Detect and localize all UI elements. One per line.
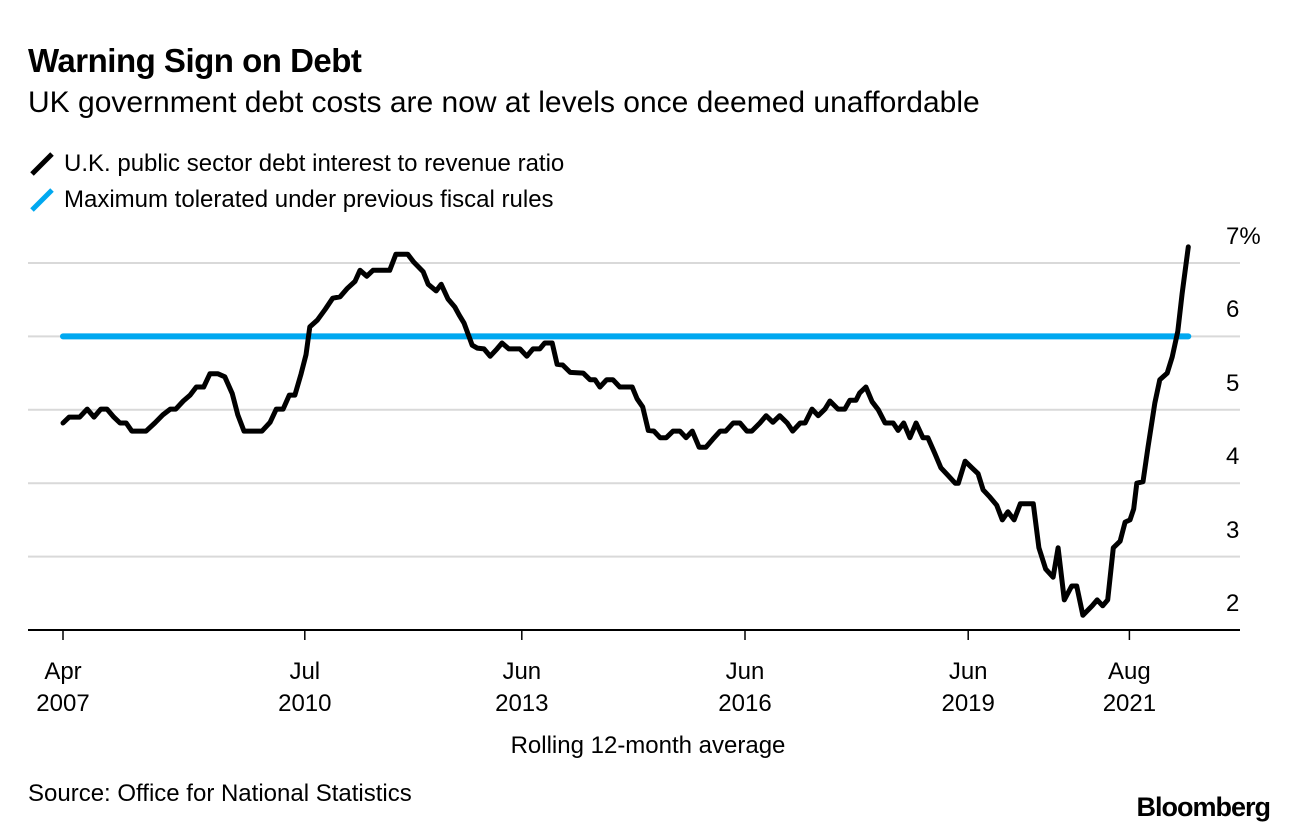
x-tick-year: 2007: [36, 690, 90, 717]
diagonal-line-icon: [30, 152, 54, 176]
source-note: Source: Office for National Statistics: [28, 780, 412, 807]
x-tick-year: 2013: [495, 690, 549, 717]
chart-subtitle: UK government debt costs are now at leve…: [28, 86, 980, 119]
legend: U.K. public sector debt interest to reve…: [28, 146, 564, 218]
x-tick-label: Jul 2010: [245, 656, 365, 720]
series-layer: [60, 244, 1192, 618]
x-tick-month: Jul: [289, 658, 321, 685]
y-tick-label: 6: [1226, 296, 1240, 324]
gridlines: [28, 262, 1240, 558]
x-tick-month: Jun: [725, 658, 765, 685]
x-tick-label: Jun 2019: [908, 656, 1028, 720]
y-tick-label: 4: [1226, 443, 1240, 471]
y-tick-label: 5: [1226, 369, 1240, 397]
x-tick-label: Apr 2007: [3, 656, 123, 720]
legend-item-max-tolerated: Maximum tolerated under previous fiscal …: [28, 182, 564, 218]
x-axis-title: Rolling 12-month average: [510, 732, 786, 759]
x-tick-year: 2010: [278, 690, 332, 717]
legend-item-debt-ratio: U.K. public sector debt interest to reve…: [28, 146, 564, 182]
series-line-debt-ratio: [60, 244, 1191, 618]
x-tick-label: Jun 2016: [685, 656, 805, 720]
legend-label: U.K. public sector debt interest to reve…: [64, 150, 565, 177]
x-tick-year: 2016: [718, 690, 772, 717]
y-tick-label: 2: [1226, 590, 1240, 617]
y-tick-label: 7%: [1226, 223, 1261, 250]
diagonal-line-icon: [30, 188, 54, 212]
y-tick-label: 3: [1226, 516, 1240, 544]
x-tick-year: 2019: [941, 690, 995, 717]
x-tick-month: Apr: [44, 658, 82, 685]
x-tick-label: Aug 2021: [1069, 656, 1189, 720]
x-axis: [28, 629, 1240, 640]
chart-title: Warning Sign on Debt: [28, 42, 362, 79]
legend-label: Maximum tolerated under previous fiscal …: [64, 186, 554, 213]
x-tick-month: Aug: [1108, 658, 1151, 685]
bloomberg-logo: Bloomberg: [1136, 792, 1271, 822]
x-tick-year: 2021: [1102, 690, 1157, 717]
x-tick-month: Jun: [948, 658, 988, 685]
x-tick-month: Jun: [502, 658, 542, 685]
x-tick-label: Jun 2013: [462, 656, 582, 720]
